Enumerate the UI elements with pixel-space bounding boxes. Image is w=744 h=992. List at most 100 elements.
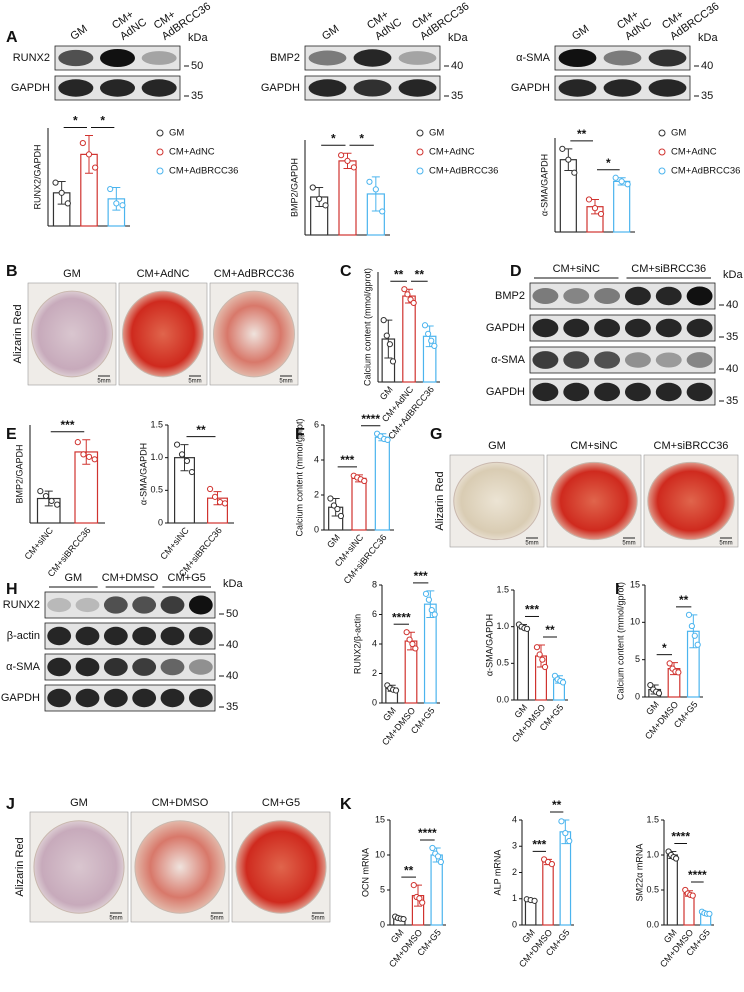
blot-strip [44,653,216,681]
blot-strip [44,622,216,650]
y-tick-label: 4 [314,454,319,464]
y-tick-label: 10 [630,617,640,627]
data-point [437,858,444,866]
data-point [58,189,65,196]
scale-label: 5mm [311,916,324,922]
blot-band [624,286,651,306]
data-point [706,910,713,917]
blot-strip [529,282,716,310]
legend-label: CM+AdNC [671,147,717,158]
blot-band [141,79,177,97]
blot-band [532,288,559,304]
blot-band [75,657,100,677]
photo-label: GM [63,268,81,280]
data-point [392,687,400,694]
scale-label: 5mm [109,916,122,922]
data-point [624,181,631,188]
data-point [428,337,435,344]
panel-letter: B [6,263,18,280]
blot-band [686,286,713,306]
significance-label: ** [545,623,555,637]
y-axis-label: BMP2/GAPDH [14,444,24,503]
data-point [344,157,351,164]
row-label: GAPDH [486,322,525,334]
blot-band [563,318,590,338]
blot-band [624,382,651,402]
blot-band [648,49,687,67]
significance-label: **** [688,868,707,882]
blot-band [686,382,713,402]
data-point [54,501,61,508]
blot-band [532,351,559,369]
data-point [334,505,341,513]
panel-letter: G [430,426,442,443]
data-point [655,690,663,697]
row-label: β-actin [7,630,40,642]
data-point [419,899,426,906]
data-point [434,853,442,860]
panel-letter: J [6,796,15,813]
data-point [338,152,345,159]
row-label: GAPDH [1,692,40,704]
significance-label: ** [196,423,206,437]
blot-band [75,626,100,646]
y-axis-label: RUNX2/GAPDH [32,144,42,209]
plate-well [122,290,204,378]
significance-label: * [662,641,667,655]
blot-band [648,79,687,97]
y-tick-label: 0 [512,919,517,929]
data-point [672,855,680,862]
kda-unit: kDa [188,32,208,44]
blot-band [58,49,94,67]
data-point [206,485,214,493]
data-point [666,660,673,667]
y-tick-label: 0 [372,697,377,707]
legend-label: GM [429,128,444,139]
blot-strip [529,314,716,342]
data-point [216,498,224,506]
significance-label: ** [577,127,587,141]
significance-label: **** [361,412,380,426]
data-point [322,202,329,209]
data-point [429,844,436,852]
panel-letter: C [340,263,352,280]
data-point [591,205,599,212]
data-point [562,830,569,837]
y-axis-label: ALP mRNA [492,850,502,896]
data-point [548,861,556,868]
blot-strip [44,684,216,712]
row-label: GAPDH [486,386,525,398]
blot-band [188,659,213,675]
significance-label: ** [679,593,689,607]
y-tick-label: 3 [512,841,517,851]
scale-label: 5mm [719,541,732,547]
kda-marker: 35 [701,90,713,102]
data-point [566,837,573,845]
kda-unit: kDa [223,578,243,590]
blot-band [75,688,100,708]
y-tick-label: 1.0 [150,452,163,462]
significance-label: ** [552,798,562,812]
data-point [113,200,120,207]
scale-label: 5mm [279,379,292,385]
data-point [183,457,191,465]
y-tick-label: 5 [635,654,640,664]
kda-unit: kDa [723,269,743,281]
legend-label: CM+AdBRCC36 [671,166,740,177]
y-tick-label: 0 [158,517,163,527]
legend-marker [658,148,666,156]
blot-band [58,79,94,97]
y-tick-label: 0 [635,691,640,701]
legend-marker [416,167,424,175]
panel-letter: H [6,581,18,598]
data-point [309,184,316,191]
blot-band [160,626,185,646]
y-tick-label: 1.5 [646,814,659,824]
blot-band [160,658,185,676]
kda-marker: 40 [726,363,738,375]
blot-band [47,657,72,677]
photo-label: CM+G5 [262,797,300,809]
bar [666,854,678,926]
data-point [361,477,368,485]
y-tick-label: 8 [372,579,377,589]
